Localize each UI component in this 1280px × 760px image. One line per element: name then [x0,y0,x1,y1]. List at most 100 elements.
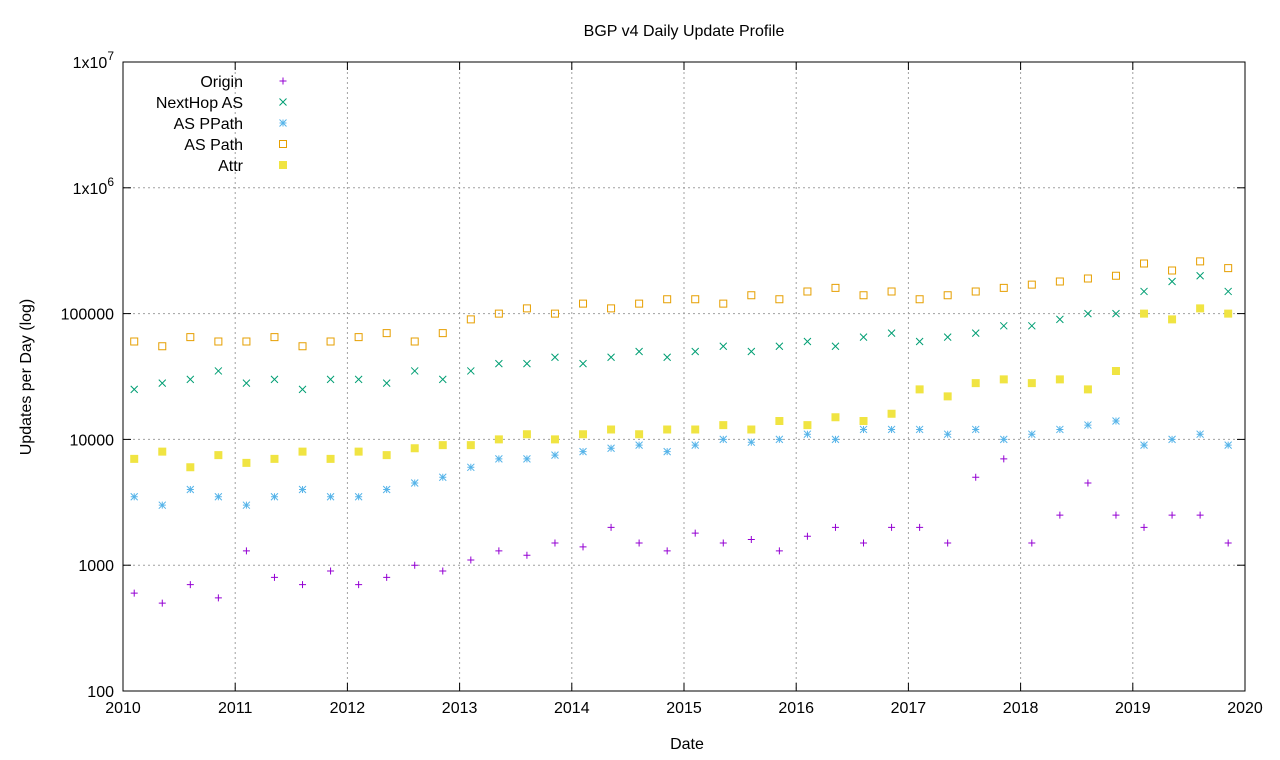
data-point [663,295,672,304]
data-point [607,304,616,313]
data-point [1224,309,1233,318]
data-point [186,485,195,494]
data-point [354,492,363,501]
y-tick-label-base: 1x10 [73,55,108,72]
data-point [691,441,700,450]
x-tick-label: 2012 [330,700,366,717]
data-point [214,594,222,602]
data-point [467,556,475,564]
data-point [495,359,503,368]
data-point [607,353,615,362]
data-point [130,337,139,346]
data-point [1224,539,1232,547]
data-point [887,287,896,296]
data-point [1224,264,1233,273]
data-point [1056,511,1064,519]
legend-label: AS Path [184,137,243,154]
x-tick-label: 2016 [778,700,814,717]
data-point [1084,479,1092,487]
data-point [999,321,1008,330]
data-point [999,435,1008,444]
data-point [635,539,643,547]
plot-frame [122,61,1246,692]
data-point [522,430,531,439]
data-point [522,304,531,313]
data-point [158,342,167,351]
data-point [1168,511,1176,519]
data-point [1168,266,1177,275]
data-point [438,329,447,338]
data-point [635,299,644,308]
data-point [270,573,278,581]
data-point [607,523,615,531]
data-point [915,295,924,304]
data-point [663,447,672,456]
y-tick-label: 1000 [78,558,114,575]
legend-label: Origin [200,74,243,91]
data-point [775,417,784,426]
data-point [130,589,138,597]
data-point [551,353,559,362]
data-point [130,454,139,463]
data-point [999,375,1008,384]
legend-label: Attr [218,158,244,175]
data-point [887,425,896,434]
data-point [943,333,952,341]
x-axis-label: Date [670,736,704,753]
data-point [130,492,139,501]
data-point [1168,277,1176,286]
data-point [1027,430,1036,439]
data-point [494,435,503,444]
data-point [944,539,952,547]
data-point [860,539,868,547]
legend-marker [279,161,287,169]
data-point [466,315,475,324]
x-tick-label: 2015 [666,700,702,717]
data-point [438,441,447,450]
data-point [691,347,700,356]
data-point [383,573,391,581]
data-point [270,375,279,384]
data-point [691,529,699,537]
data-point [1084,421,1092,429]
data-point [915,337,924,346]
data-point [382,329,391,338]
data-point [1112,417,1120,425]
data-point [831,342,840,351]
data-point [1112,309,1120,318]
data-point [859,417,868,426]
y-axis-label: Updates per Day (log) [18,299,35,456]
data-point [607,444,615,453]
data-point [494,309,503,318]
data-point [859,333,868,341]
data-point [1196,257,1205,266]
data-point [242,458,251,467]
data-point [186,375,195,384]
x-tick-label: 2011 [218,700,253,717]
data-point [635,430,644,439]
data-point [635,441,643,450]
data-point [1111,366,1120,375]
data-point [270,333,279,342]
data-point [803,287,812,296]
data-point [242,547,250,555]
legend-marker [279,77,287,85]
data-point [747,291,756,300]
data-point [803,430,812,439]
data-point [1111,271,1120,280]
data-point [1196,304,1205,313]
data-point [1140,523,1148,531]
data-point [579,299,588,308]
data-point [270,454,279,463]
data-point [803,337,812,346]
data-point [1055,375,1064,384]
data-point [1112,511,1120,519]
data-point [1196,430,1204,439]
data-point [1000,455,1008,463]
data-point [888,523,896,531]
data-point [971,425,980,434]
data-point [1224,441,1233,450]
data-point [803,421,812,430]
